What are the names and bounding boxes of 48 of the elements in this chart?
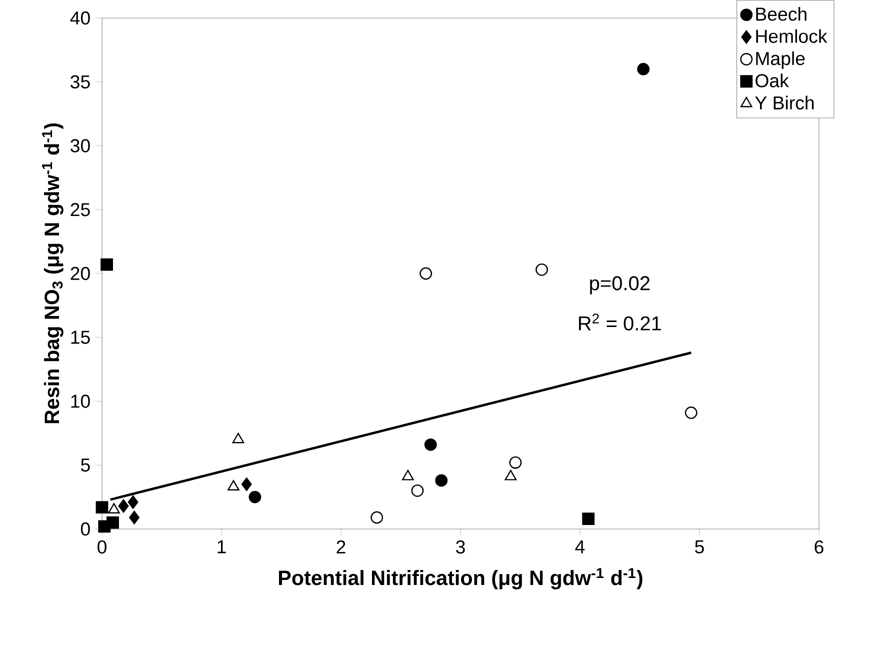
point <box>100 258 113 271</box>
point <box>106 516 119 529</box>
point <box>435 474 448 487</box>
point <box>424 438 437 451</box>
legend-label: Maple <box>756 51 805 69</box>
x-tick-label: 0 <box>98 540 106 554</box>
legend-label: Hemlock <box>756 29 828 43</box>
point <box>248 490 262 504</box>
point <box>420 267 432 280</box>
y-tick-label: 30 <box>70 139 90 152</box>
x-tick-label: 3 <box>456 540 465 554</box>
point <box>637 62 650 76</box>
point <box>370 511 384 524</box>
annotation: p=0.02 <box>590 276 650 294</box>
legend-label: Y Birch <box>755 96 814 110</box>
y-tick-label: 20 <box>70 266 90 280</box>
x-axis-title: Potential Nitrification (μg N gdw$^{-1}$ d$^{-1}$) <box>279 568 642 590</box>
point <box>402 470 414 480</box>
point <box>241 478 252 492</box>
y-axis-title: Resin bag NO$_{3}$ (μg N gdw$^{-1}$ d$^{-1}$) <box>42 123 64 424</box>
point <box>228 480 240 490</box>
point <box>96 501 108 514</box>
legend-label: Beech <box>756 7 806 21</box>
point <box>108 503 120 514</box>
point <box>509 456 522 469</box>
legend-label: Oak <box>756 74 789 88</box>
y-tick-label: 5 <box>81 458 90 472</box>
point <box>411 484 424 497</box>
x-tick-label: 5 <box>695 540 704 554</box>
y-tick-label: 15 <box>71 330 90 344</box>
point <box>582 512 595 525</box>
y-tick-label: 0 <box>80 522 90 536</box>
y-tick-label: 10 <box>71 394 90 408</box>
x-tick-label: 4 <box>575 540 585 554</box>
annotation: R$^{2}$ = 0.21 <box>578 314 661 330</box>
y-tick-label: 35 <box>70 75 90 88</box>
x-tick-label: 6 <box>814 540 824 554</box>
y-tick-label: 40 <box>70 11 90 25</box>
point <box>232 432 244 444</box>
point <box>536 263 548 276</box>
point <box>684 406 698 419</box>
point <box>118 499 129 513</box>
x-tick-label: 1 <box>218 540 226 554</box>
point <box>129 510 140 524</box>
y-tick-label: 25 <box>70 202 90 216</box>
point <box>504 470 517 480</box>
point <box>128 495 138 509</box>
x-tick-label: 2 <box>336 540 346 554</box>
